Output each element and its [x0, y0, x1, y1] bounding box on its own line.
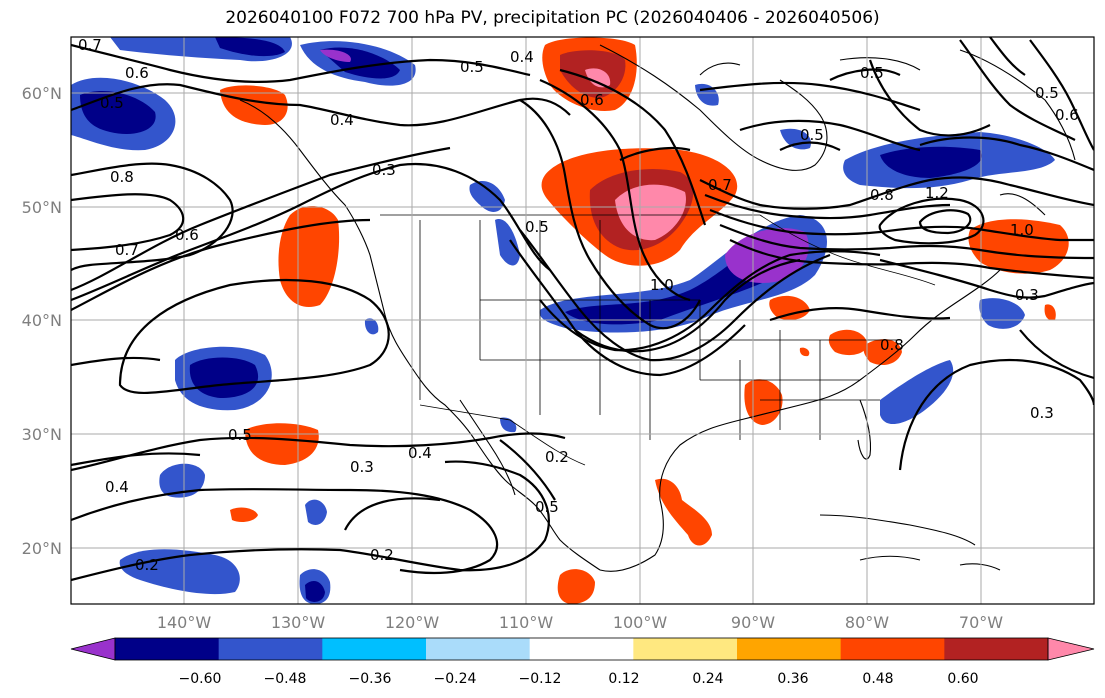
contour-label: 0.6: [1055, 106, 1079, 124]
colorbar-extend-high: [1047, 637, 1095, 661]
contour-label: 0.5: [1035, 84, 1059, 102]
contour-label: 0.8: [870, 186, 894, 204]
colorbar-segment: [633, 638, 738, 660]
contour-label: 1.0: [1010, 221, 1034, 239]
contour-label: 0.4: [408, 444, 432, 462]
contour-label: 0.8: [880, 336, 904, 354]
pv-contours: [71, 37, 1094, 582]
colorbar-tick-label: −0.60: [179, 671, 222, 687]
lat-tick-label: 40°N: [22, 311, 62, 330]
contour-label: 0.6: [125, 64, 149, 82]
lon-tick-label: 110°W: [499, 613, 554, 632]
colorbar-segment: [944, 638, 1049, 660]
lat-axis: 20°N 30°N 40°N 50°N 60°N: [22, 84, 62, 558]
colorbar-tick-label: 0.48: [862, 671, 893, 687]
lon-tick-label: 120°W: [385, 613, 440, 632]
colorbar-tick-label: −0.24: [434, 671, 477, 687]
contour-label: 1.0: [650, 276, 674, 294]
contour-label: 0.3: [1030, 404, 1054, 422]
contour-label: 0.7: [708, 176, 732, 194]
contour-label: 0.5: [460, 58, 484, 76]
gridlines: [71, 37, 1094, 604]
chart-title: 2026040100 F072 700 hPa PV, precipitatio…: [225, 8, 880, 28]
contour-label: 0.4: [510, 48, 534, 66]
colorbar-extend-low: [70, 637, 116, 661]
lon-tick-label: 100°W: [613, 613, 668, 632]
contour-label: 0.2: [545, 448, 569, 466]
lat-tick-label: 30°N: [22, 425, 62, 444]
colorbar-segment: [426, 638, 531, 660]
colorbar-segment: [840, 638, 945, 660]
colorbar-segment: [529, 638, 634, 660]
colorbar-tick-label: 0.60: [947, 671, 978, 687]
contour-label: 0.6: [580, 91, 604, 109]
contour-label: 0.7: [78, 36, 102, 54]
colorbar-segment: [322, 638, 427, 660]
colorbar-segment: [115, 638, 220, 660]
lat-tick-label: 60°N: [22, 84, 62, 103]
contour-label: 0.2: [370, 546, 394, 564]
contour-label: 0.3: [1015, 286, 1039, 304]
contour-label: 0.5: [800, 126, 824, 144]
contour-label: 1.2: [925, 184, 949, 202]
contour-label: 0.3: [350, 458, 374, 476]
contour-label: 0.3: [372, 161, 396, 179]
colorbar-tick-label: 0.36: [777, 671, 808, 687]
lon-axis: 140°W 130°W 120°W 110°W 100°W 90°W 80°W …: [157, 613, 1003, 632]
lon-tick-label: 90°W: [731, 613, 775, 632]
colorbar-segment: [737, 638, 842, 660]
colorbar-tick-label: 0.12: [608, 671, 639, 687]
colorbar-tick-label: −0.12: [519, 671, 562, 687]
lon-tick-label: 80°W: [845, 613, 889, 632]
contour-label: 0.5: [228, 426, 252, 444]
contour-label: 0.6: [175, 226, 199, 244]
lon-tick-label: 70°W: [959, 613, 1003, 632]
plot-frame: [70, 36, 1095, 605]
contour-label: 0.4: [105, 478, 129, 496]
lat-tick-label: 20°N: [22, 539, 62, 558]
lat-tick-label: 50°N: [22, 198, 62, 217]
contour-label: 0.5: [535, 498, 559, 516]
contour-label: 0.8: [110, 168, 134, 186]
contour-label: 0.5: [860, 64, 884, 82]
colorbar-tick-label: 0.24: [692, 671, 723, 687]
colorbar-segment: [218, 638, 323, 660]
contour-label: 0.7: [115, 241, 139, 259]
lon-tick-label: 130°W: [271, 613, 326, 632]
colorbar-outline: [114, 637, 1049, 661]
contour-label: 0.5: [525, 218, 549, 236]
colorbar-tick-label: −0.36: [349, 671, 392, 687]
coastlines: [239, 44, 1076, 572]
contour-label: 0.2: [135, 556, 159, 574]
colorbar-tick-label: −0.48: [264, 671, 307, 687]
political-borders: [380, 214, 936, 466]
contour-labels: 0.7 0.6 0.5 0.4 0.5 0.6 0.4 0.3 0.8 0.7 …: [78, 36, 1079, 574]
contour-label: 0.4: [330, 111, 354, 129]
colorbar: −0.60 −0.48 −0.36 −0.24 −0.12 0.12 0.24 …: [70, 637, 1095, 687]
contour-label: 0.5: [100, 94, 124, 112]
lon-tick-label: 140°W: [157, 613, 212, 632]
